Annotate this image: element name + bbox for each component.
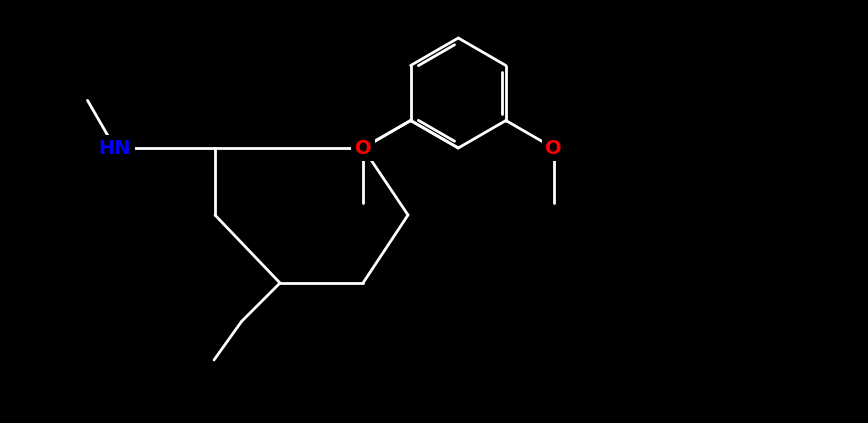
Text: HN: HN (99, 138, 131, 157)
Text: N: N (355, 138, 372, 157)
Text: O: O (355, 138, 372, 157)
Text: O: O (545, 138, 562, 157)
